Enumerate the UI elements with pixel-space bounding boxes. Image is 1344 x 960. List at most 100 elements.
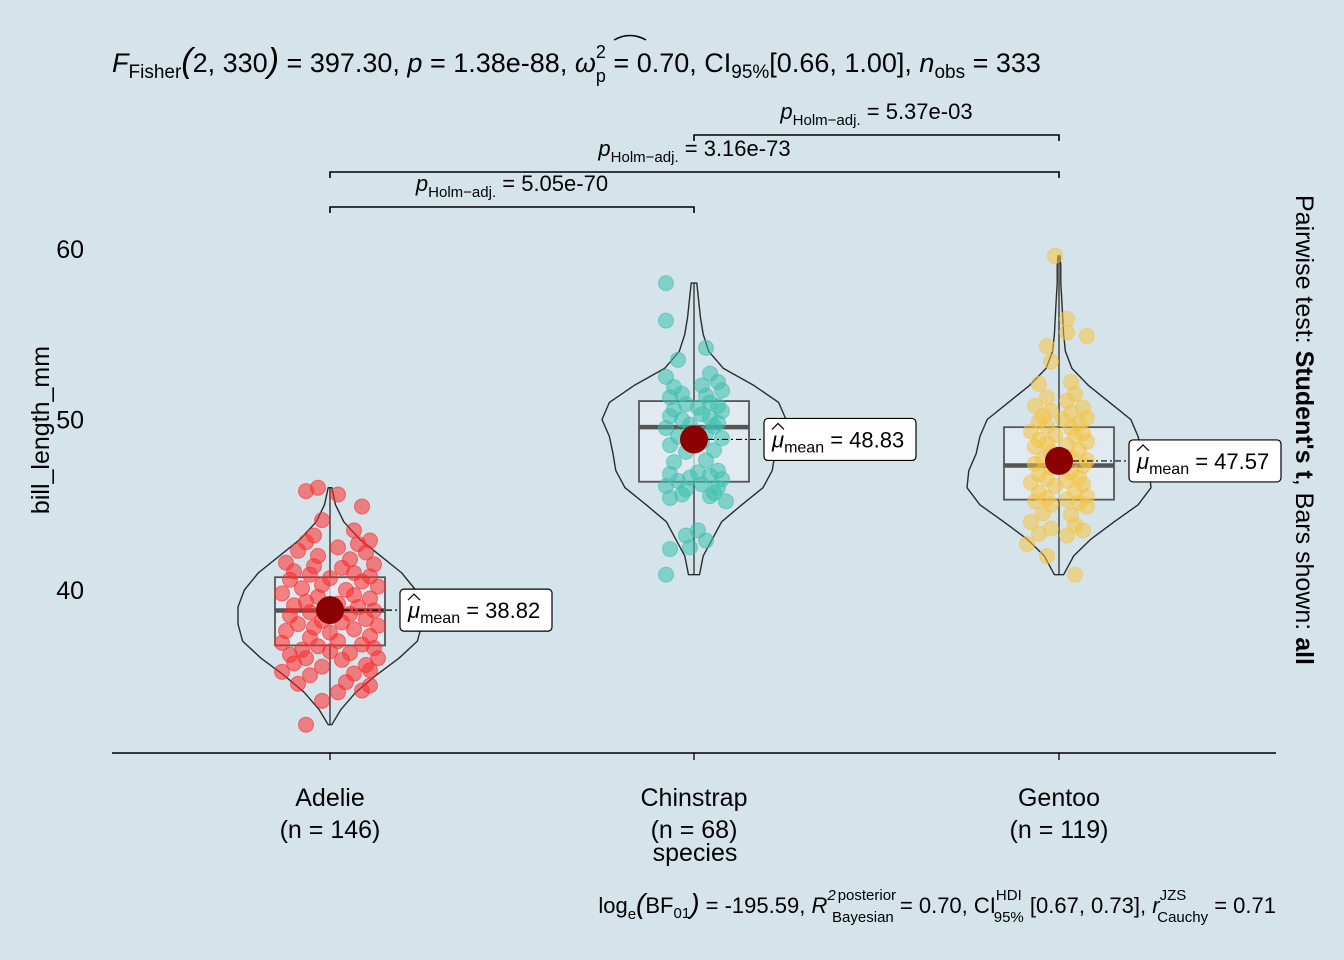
data-point-chinstrap [662,541,678,558]
bracket-0-1 [329,206,695,213]
bracket-p: p [597,136,610,161]
mean-point-adelie [316,596,344,625]
y-tick-label: 50 [56,407,84,435]
mean-label-mu: μ [771,427,784,452]
footer-ci: CI [974,893,996,918]
x-tick-count-gentoo: (n = 119) [1010,816,1109,844]
data-point-gentoo [1023,513,1039,530]
data-point-gentoo [1063,373,1079,390]
bracket-p: p [415,171,428,196]
data-point-adelie [278,554,294,571]
data-point-adelie [342,645,358,662]
side-caption-middle: , Bars shown: [1290,479,1318,637]
data-point-chinstrap [710,462,726,479]
data-point-gentoo [1039,389,1055,406]
data-point-gentoo [1043,402,1059,419]
header-F-sub: Fisher [129,62,182,83]
footer-ci-sup: HDI [996,887,1022,904]
data-point-chinstrap [658,566,674,583]
mean-label-eq: = [824,427,849,452]
mean-label-value: 48.83 [849,427,904,452]
data-point-adelie [370,617,386,634]
data-point-gentoo [1043,520,1059,537]
side-caption-prefix: Pairwise test: [1290,195,1318,351]
header-omega-hat [613,34,647,41]
data-point-chinstrap [714,430,730,447]
mean-label-hat [1136,444,1150,452]
header-effect-value: 0.70 [637,48,690,78]
y-tick-label: 60 [56,236,84,264]
data-point-gentoo [1043,353,1059,370]
data-point-adelie [330,486,346,503]
data-point-adelie [362,677,378,694]
side-caption-test: Student's t [1290,351,1318,480]
header-n-value: 333 [996,48,1041,78]
footer-r2-sup: 2 [826,887,836,904]
mean-label-chinstrap: μmean = 48.83 [771,427,904,456]
data-point-adelie [274,663,290,680]
y-tick-label: 40 [56,577,84,605]
bracket-p-value: 5.37e-03 [886,99,973,124]
footer-r: r [1152,893,1161,918]
data-point-chinstrap [706,442,722,459]
data-point-gentoo [1039,338,1055,355]
violin-adelie [237,487,423,726]
data-point-adelie [310,479,326,496]
x-tick-count-chinstrap: (n = 68) [651,816,738,844]
side-caption-bars: all [1290,637,1318,665]
violin-chinstrap [601,282,787,576]
bracket-label-1-2: pHolm−adj. = 5.37e-03 [779,99,972,129]
data-point-gentoo [1059,324,1075,341]
data-point-adelie [310,547,326,564]
data-point-adelie [314,692,330,709]
data-point-adelie [346,665,362,682]
data-point-adelie [290,675,306,692]
bracket-p-sub: Holm−adj. [428,184,496,201]
mean-label-mu: μ [407,598,420,623]
data-point-adelie [342,551,358,568]
data-point-gentoo [1059,310,1075,327]
bracket-label-0-2: pHolm−adj. = 3.16e-73 [597,136,790,166]
mean-label-box-gentoo [1128,439,1282,483]
bracket-label-0-1: pHolm−adj. = 5.05e-70 [415,171,608,201]
data-point-adelie [294,580,310,597]
footer-r-sub: Cauchy [1157,909,1208,926]
x-tick-count-adelie: (n = 146) [280,816,381,844]
bracket-p-value: 3.16e-73 [704,136,791,161]
mean-label-hat [771,422,785,430]
footer-bf: BF [645,893,673,918]
header-ci-label: CI [704,48,731,78]
data-point-chinstrap [658,312,674,329]
data-point-adelie [322,624,338,641]
footer-bf-sub: 01 [674,905,691,922]
data-point-gentoo [1079,327,1095,344]
side-caption: Pairwise test: Student's t, Bars shown: … [1290,195,1318,665]
x-tick-label-adelie: Adelie [295,784,365,812]
x-axis-title: species [653,839,738,867]
footer-stats: loge(BF01) = -195.59, R2 posterior Bayesia… [598,887,1276,926]
data-point-adelie [314,658,330,675]
data-point-gentoo [1075,399,1091,416]
footer-ci-range: [0.67, 0.73] [1030,893,1140,918]
mean-label-sub: mean [1149,461,1189,478]
footer-r2-value: 0.70 [919,893,962,918]
x-tick-label-chinstrap: Chinstrap [641,784,748,812]
header-p-value: 1.38e-88 [453,48,560,78]
data-point-adelie [338,582,354,598]
mean-label-sub: mean [784,439,824,456]
mean-label-box-chinstrap [763,417,917,462]
data-point-chinstrap [690,522,706,539]
data-point-gentoo [1027,397,1043,414]
header-df: 2, 330 [193,48,268,78]
header-omega: ω [575,48,596,78]
y-axis-title: bill_length_mm [27,346,55,514]
data-point-chinstrap [690,464,706,481]
data-point-gentoo [1067,566,1083,583]
bracket-p: p [779,99,792,124]
bracket-eq: = [861,99,886,124]
data-point-chinstrap [694,377,710,394]
data-point-chinstrap [658,275,674,292]
header-F-value: 397.30 [310,48,393,78]
